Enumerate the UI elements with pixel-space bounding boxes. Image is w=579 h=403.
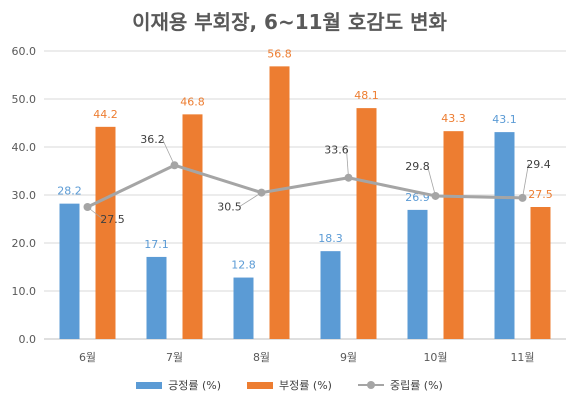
- data-label-neutral: 33.6: [324, 144, 349, 157]
- y-tick-label: 60.0: [12, 45, 37, 58]
- y-tick-label: 0.0: [19, 333, 37, 346]
- data-label-negative: 56.8: [267, 47, 292, 60]
- leader-line-neutral: [87, 206, 103, 220]
- bar-positive: [59, 203, 80, 339]
- data-label-positive: 18.3: [318, 232, 343, 245]
- legend-label-negative: 부정률 (%): [279, 379, 332, 392]
- bar-positive: [320, 251, 341, 339]
- y-tick-label: 30.0: [12, 189, 37, 202]
- data-label-neutral: 29.8: [405, 160, 430, 173]
- bar-positive: [494, 132, 515, 339]
- data-label-neutral: 36.2: [140, 133, 165, 146]
- data-label-negative: 46.8: [180, 95, 205, 108]
- x-tick-label: 6월: [79, 351, 96, 364]
- y-tick-label: 50.0: [12, 93, 37, 106]
- x-tick-label: 8월: [253, 351, 270, 364]
- data-label-positive: 17.1: [144, 238, 169, 251]
- bar-negative: [443, 131, 464, 339]
- data-label-neutral: 27.5: [100, 213, 125, 226]
- x-tick-label: 11월: [510, 351, 534, 364]
- legend-swatch-negative: [247, 381, 274, 389]
- bar-negative: [356, 108, 377, 340]
- chart-legend: 긍정률 (%) 부정률 (%) 중립률 (%): [0, 377, 579, 393]
- bar-positive: [233, 277, 254, 339]
- data-label-neutral: 29.4: [526, 158, 551, 171]
- chart-title: 이재용 부회장, 6~11월 호감도 변화: [132, 10, 447, 34]
- leader-line-neutral: [346, 149, 349, 178]
- leader-line-neutral: [239, 192, 262, 207]
- series-line-neutral: [86, 163, 523, 209]
- bar-positive: [407, 209, 428, 339]
- data-label-negative: 43.3: [441, 112, 466, 125]
- data-label-positive: 28.2: [57, 185, 82, 198]
- x-tick-label: 7월: [166, 351, 183, 364]
- legend-item-negative: 부정률 (%): [247, 377, 332, 393]
- legend-item-neutral: 중립률 (%): [357, 377, 443, 393]
- y-tick-label: 20.0: [12, 237, 37, 250]
- x-tick-label: 10월: [423, 351, 447, 364]
- bar-negative: [95, 126, 116, 339]
- data-label-negative: 48.1: [354, 89, 379, 102]
- data-label-negative: 27.5: [528, 188, 553, 201]
- legend-label-positive: 긍정률 (%): [168, 379, 222, 392]
- legend-label-neutral: 중립률 (%): [389, 379, 443, 392]
- legend-swatch-positive: [136, 381, 163, 389]
- leader-line-neutral: [427, 165, 436, 197]
- bar-negative: [269, 66, 290, 340]
- data-label-positive: 12.8: [231, 259, 256, 272]
- x-tick-label: 9월: [340, 351, 357, 364]
- y-tick-label: 10.0: [12, 285, 37, 298]
- bar-positive: [146, 256, 167, 339]
- data-label-neutral: 30.5: [217, 201, 242, 214]
- leader-line-neutral: [162, 139, 175, 166]
- data-label-negative: 44.2: [93, 108, 118, 121]
- y-tick-label: 40.0: [12, 141, 37, 154]
- legend-item-positive: 긍정률 (%): [136, 377, 221, 393]
- legend-swatch-neutral: [357, 380, 384, 390]
- bar-negative: [530, 207, 551, 339]
- data-label-positive: 43.1: [492, 113, 517, 126]
- leader-line-neutral: [522, 163, 529, 198]
- bar-negative: [182, 114, 203, 339]
